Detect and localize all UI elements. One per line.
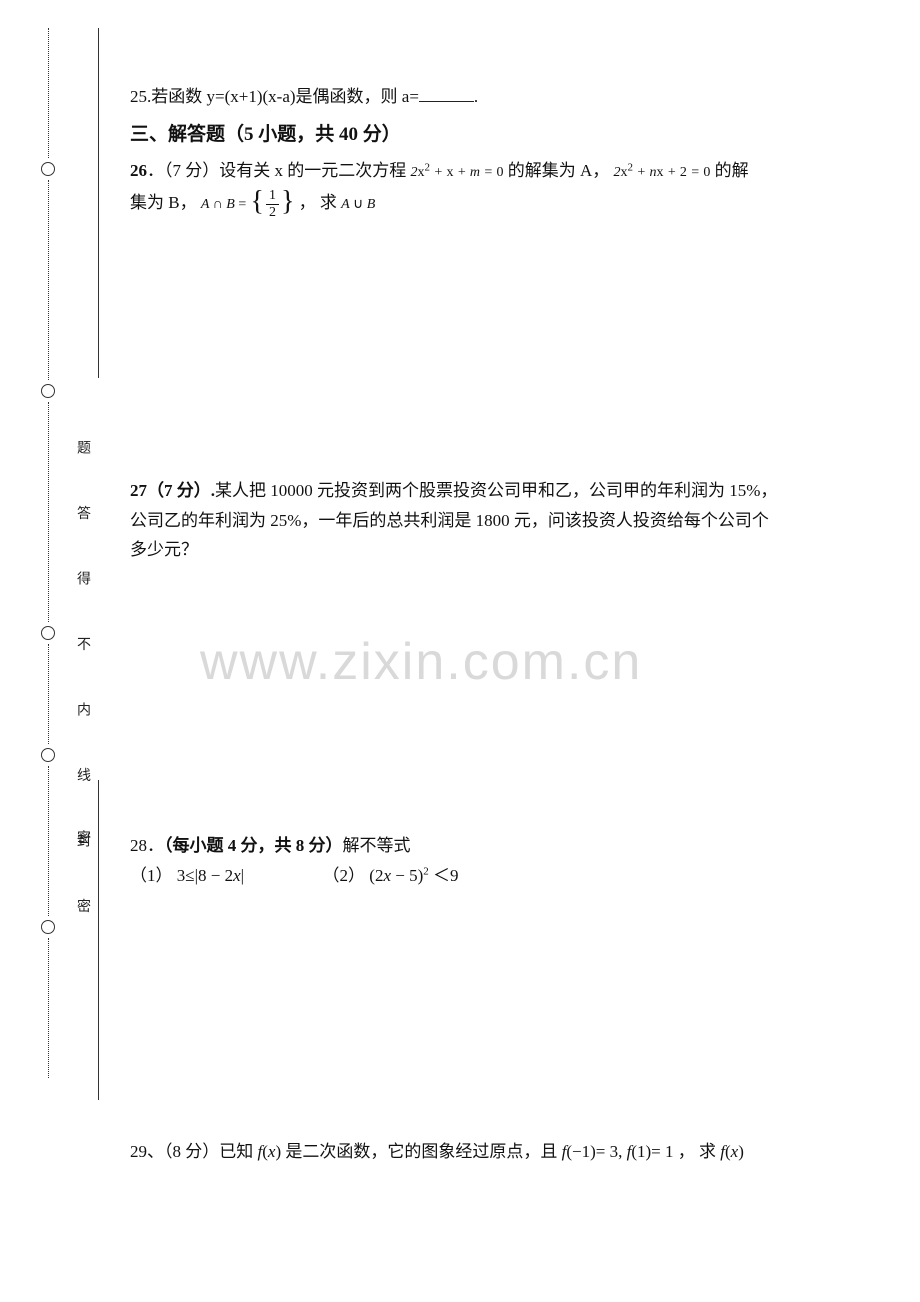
question-25: 25.若函数 y=(x+1)(x-a)是偶函数，则 a=. [130,82,870,112]
q29-fx: f(x) [258,1142,282,1161]
q28-tail: 解不等式 [343,836,411,855]
q27-line2: 公司乙的年利润为 25%，一年后的总共利润是 1800 元，问该投资人投资给每个… [130,511,769,530]
dotted-segment [48,402,49,622]
q26-line2b: ， 求 [299,193,342,212]
q26-eq2: 2x2 + nx + 2 = 0 [614,165,711,180]
question-29: 29、（8 分）已知 f(x) 是二次函数，它的图象经过原点，且 f(−1)= … [130,1137,870,1167]
q26-line1c: 的解 [715,161,749,180]
work-space [130,226,870,476]
work-space [130,571,870,831]
fill-blank [419,85,474,102]
margin-circle [41,384,55,398]
q28-eq1: 3≤|8 − 2x| [177,866,244,885]
q26-points: ．（7 分） [147,161,219,180]
margin-circle [41,162,55,176]
q26-line2a: 集为 B， [130,193,197,212]
margin-vertical-text-bottom: 密 [72,830,92,868]
question-27: 27（7 分）.某人把 10000 元投资到两个股票投资公司甲和乙，公司甲的年利… [130,476,870,565]
q26-line1b: 的解集为 A， [508,161,610,180]
brace-right: } [281,186,294,217]
dotted-segment [48,938,49,1078]
q29-number: 29、（8 分）已知 [130,1142,258,1161]
dotted-segment [48,644,49,744]
q26-line1a: 设有关 x 的一元二次方程 [219,161,406,180]
q29-tail: ， 求 [678,1142,721,1161]
margin-circle [41,920,55,934]
q27-number: 27（7 分）. [130,481,215,500]
q27-line1: 某人把 10000 元投资到两个股票投资公司甲和乙，公司甲的年利润为 15%， [215,481,777,500]
frac-den: 2 [266,205,279,220]
q25-text-b: . [474,87,478,106]
fraction: 12 [266,189,279,220]
page-content: 25.若函数 y=(x+1)(x-a)是偶函数，则 a=. 三、解答题（5 小题… [130,82,870,1172]
dotted-segment [48,180,49,380]
q28-number: 28． [130,836,164,855]
q29-fx2: f(x) [720,1142,744,1161]
binding-margin: 题 答 得 不 内 线 封 密 密 [0,0,110,1302]
q28-eq2: (2x − 5)2 ＜9 [369,866,458,885]
q28-p2-label: （2） [323,866,366,885]
brace-left: { [251,186,264,217]
q26-union: A ∪ B [341,197,375,212]
q26-number: 26 [130,161,147,180]
q27-line3: 多少元？ [130,540,198,559]
q28-points: （每小题 4 分，共 8 分） [164,836,343,855]
q26-eq1: 2x2 + x + m = 0 [411,165,504,180]
question-28: 28．（每小题 4 分，共 8 分）解不等式 （1） 3≤|8 − 2x| （2… [130,831,870,891]
q26-intersection: A ∩ B = [201,197,246,212]
q29-mid: 是二次函数，它的图象经过原点，且 [285,1142,561,1161]
frac-num: 1 [266,189,279,205]
dotted-segment [48,28,49,158]
dotted-segment [48,766,49,916]
work-space [130,897,870,1137]
q25-text-a: 25.若函数 y=(x+1)(x-a)是偶函数，则 a= [130,87,419,106]
q28-p1-label: （1） [130,866,173,885]
margin-circle [41,748,55,762]
inner-margin-rule [98,780,99,1100]
question-26: 26．（7 分）设有关 x 的一元二次方程 2x2 + x + m = 0 的解… [130,155,870,220]
section-3-title: 三、解答题（5 小题，共 40 分） [130,118,870,151]
q29-cond: f(−1)= 3, f(1)= 1 [562,1142,674,1161]
margin-circle [41,626,55,640]
inner-margin-rule [98,28,99,378]
